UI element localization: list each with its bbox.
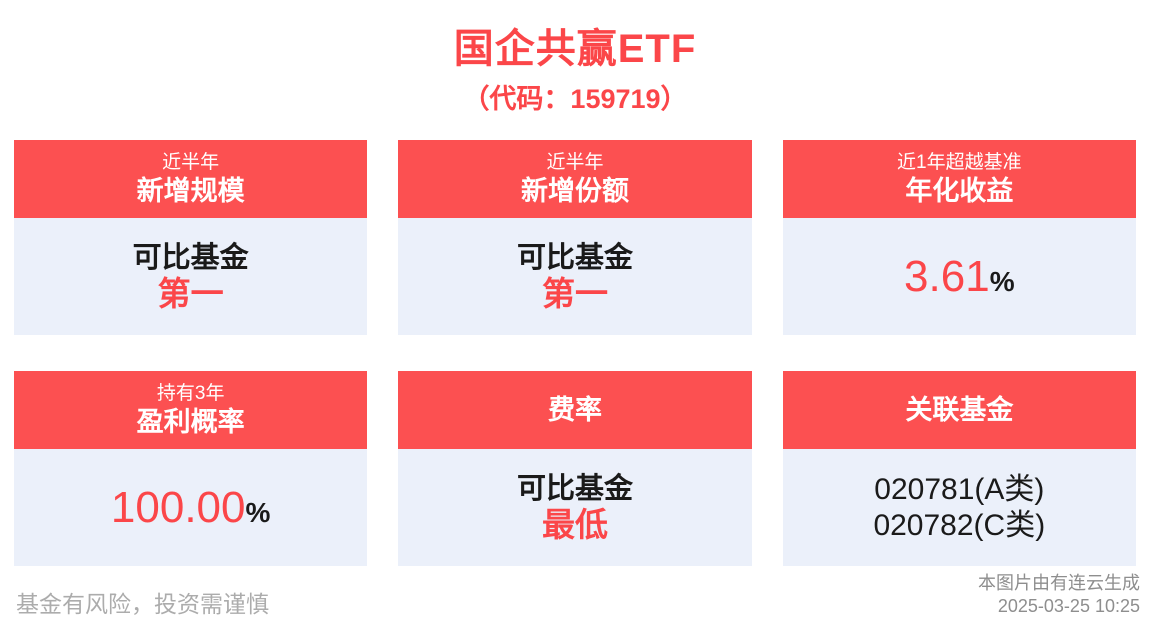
card-header-period: 持有3年 (156, 383, 225, 404)
stat-card-grid: 近半年 新增规模 可比基金 第一 近半年 新增份额 可比基金 第一 近1年超越基… (14, 140, 1136, 566)
card-profit-probability: 持有3年 盈利概率 100.00 % (14, 371, 368, 566)
card-header-metric: 盈利概率 (136, 407, 245, 437)
rank-value: 最低 (541, 505, 608, 543)
card-body: 可比基金 第一 (14, 218, 368, 335)
card-new-scale: 近半年 新增规模 可比基金 第一 (14, 140, 368, 335)
card-header: 费率 (398, 371, 752, 449)
card-header-metric: 新增份额 (520, 176, 629, 206)
card-body: 100.00 % (14, 449, 368, 566)
percent-unit: % (989, 265, 1015, 297)
credit-block: 本图片由有连云生成 2025-03-25 10:25 (978, 572, 1140, 618)
card-annualized-return: 近1年超越基准 年化收益 3.61 % (782, 140, 1136, 335)
card-header: 近1年超越基准 年化收益 (782, 140, 1136, 218)
metric-value-row: 100.00 % (111, 483, 270, 533)
card-fee-rate: 费率 可比基金 最低 (398, 371, 752, 566)
card-header: 近半年 新增规模 (14, 140, 368, 218)
comparison-label: 可比基金 (516, 241, 633, 274)
generated-timestamp: 2025-03-25 10:25 (997, 596, 1140, 616)
card-header: 关联基金 (782, 371, 1136, 449)
page-title: 国企共赢ETF (453, 27, 697, 71)
card-body: 3.61 % (782, 218, 1136, 335)
card-linked-funds: 关联基金 020781(A类) 020782(C类) (782, 371, 1136, 566)
card-header-metric: 关联基金 (905, 394, 1014, 425)
card-body: 可比基金 第一 (398, 218, 752, 335)
card-header-metric: 费率 (547, 394, 602, 425)
probability-value: 100.00 (110, 482, 246, 532)
card-body: 020781(A类) 020782(C类) (782, 449, 1136, 566)
metric-value-row: 3.61 % (904, 252, 1015, 302)
card-header: 近半年 新增份额 (398, 140, 752, 218)
card-header-period: 近半年 (546, 152, 604, 173)
comparison-label: 可比基金 (132, 241, 249, 274)
fund-code-a: 020781(A类) (874, 472, 1045, 506)
generator-credit: 本图片由有连云生成 (978, 573, 1140, 593)
fund-code-c: 020782(C类) (873, 508, 1046, 542)
rank-value: 第一 (157, 274, 224, 312)
title-block: 国企共赢ETF （代码：159719） (0, 0, 1150, 114)
card-header-period: 近1年超越基准 (897, 152, 1022, 173)
card-new-shares: 近半年 新增份额 可比基金 第一 (398, 140, 752, 335)
card-header-metric: 年化收益 (905, 176, 1014, 206)
footer: 基金有风险，投资需谨慎 本图片由有连云生成 2025-03-25 10:25 (0, 566, 1150, 632)
risk-disclaimer: 基金有风险，投资需谨慎 (16, 591, 269, 617)
card-header-period: 近半年 (162, 152, 220, 173)
comparison-label: 可比基金 (516, 472, 633, 505)
card-header-metric: 新增规模 (136, 176, 245, 206)
card-body: 可比基金 最低 (398, 449, 752, 566)
card-header: 持有3年 盈利概率 (14, 371, 368, 449)
percent-unit: % (245, 496, 271, 528)
return-value: 3.61 (904, 251, 990, 301)
rank-value: 第一 (541, 274, 608, 312)
fund-code-subtitle: （代码：159719） (462, 84, 688, 114)
